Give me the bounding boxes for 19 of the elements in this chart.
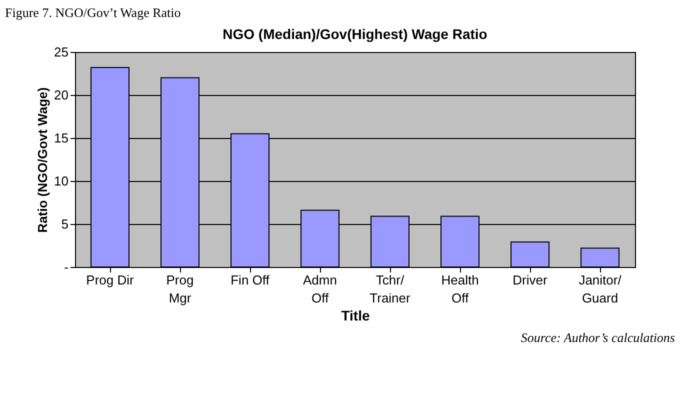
x-tick-label: Janitor/ Guard bbox=[578, 272, 622, 306]
y-tick-label: 20 bbox=[54, 88, 68, 102]
x-tick-label: Health Off bbox=[441, 272, 479, 306]
x-tick-label: Prog Dir bbox=[86, 272, 135, 288]
y-tick-label: 5 bbox=[61, 216, 68, 232]
y-tick-label: - bbox=[64, 260, 68, 274]
chart-title: NGO (Median)/Gov(Highest) Wage Ratio bbox=[222, 26, 488, 42]
caption: Figure 7. NGO/Gov’t Wage Ratio bbox=[5, 5, 181, 20]
y-axis-title: Ratio (NGO/Govt Wage) bbox=[35, 87, 50, 233]
y-tick-label: 25 bbox=[54, 44, 68, 60]
y-tick-label: 15 bbox=[54, 130, 68, 146]
x-tick-label: Prog Mgr bbox=[166, 272, 194, 306]
x-tick-label: Fin Off bbox=[230, 272, 270, 288]
x-tick-label: Driver bbox=[512, 272, 548, 288]
y-tick-label: 10 bbox=[54, 174, 68, 188]
source-note: Source: Author’s calculations bbox=[520, 330, 675, 345]
x-tick-label: Tchr/ Trainer bbox=[370, 272, 412, 306]
x-tick-label: Admn Off bbox=[303, 272, 337, 306]
x-axis-title: Title bbox=[341, 308, 370, 324]
